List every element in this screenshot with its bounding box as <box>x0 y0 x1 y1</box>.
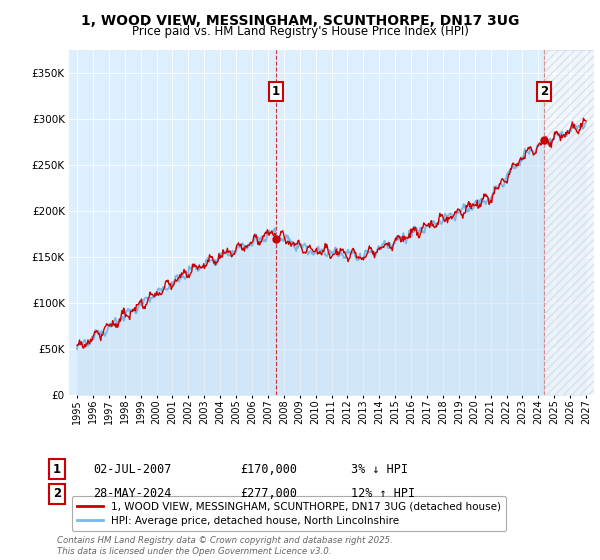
Text: 2: 2 <box>53 487 61 501</box>
Text: 12% ↑ HPI: 12% ↑ HPI <box>351 487 415 501</box>
Text: 1: 1 <box>272 85 280 98</box>
Legend: 1, WOOD VIEW, MESSINGHAM, SCUNTHORPE, DN17 3UG (detached house), HPI: Average pr: 1, WOOD VIEW, MESSINGHAM, SCUNTHORPE, DN… <box>71 496 506 531</box>
Text: £170,000: £170,000 <box>240 463 297 476</box>
Text: 1: 1 <box>53 463 61 476</box>
Text: 02-JUL-2007: 02-JUL-2007 <box>93 463 172 476</box>
Text: Price paid vs. HM Land Registry's House Price Index (HPI): Price paid vs. HM Land Registry's House … <box>131 25 469 38</box>
Text: 1, WOOD VIEW, MESSINGHAM, SCUNTHORPE, DN17 3UG: 1, WOOD VIEW, MESSINGHAM, SCUNTHORPE, DN… <box>81 14 519 28</box>
Text: 3% ↓ HPI: 3% ↓ HPI <box>351 463 408 476</box>
Text: Contains HM Land Registry data © Crown copyright and database right 2025.
This d: Contains HM Land Registry data © Crown c… <box>57 536 393 556</box>
Text: 28-MAY-2024: 28-MAY-2024 <box>93 487 172 501</box>
Bar <box>544 50 594 395</box>
Text: £277,000: £277,000 <box>240 487 297 501</box>
Text: 2: 2 <box>540 85 548 98</box>
